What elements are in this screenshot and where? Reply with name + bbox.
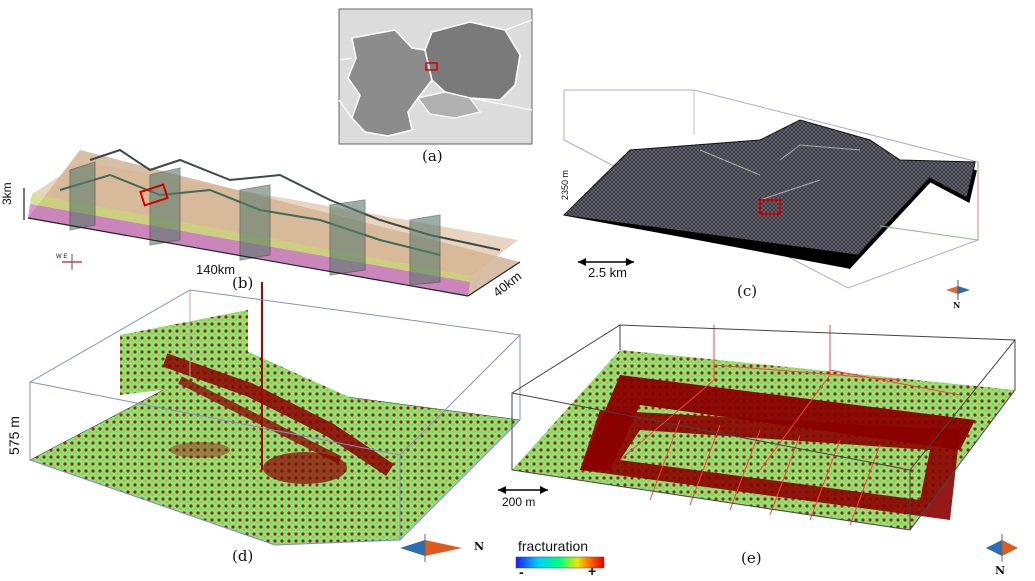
compass-c-icon: [946, 280, 970, 300]
study-area-marker-c: [759, 199, 781, 215]
caption-d: (d): [232, 547, 254, 565]
caption-b: (b): [232, 274, 254, 292]
location-map: [338, 8, 533, 145]
scale-label-e: 200 m: [502, 495, 536, 509]
legend-title: fracturation: [518, 538, 589, 554]
germany-shape: [347, 29, 433, 137]
caption-e: (e): [741, 549, 762, 567]
compass-e-icon: [986, 534, 1018, 562]
caption-c: (c): [737, 282, 758, 300]
study-area-marker-b: [139, 183, 169, 207]
fracturation-block-d: [29, 282, 522, 562]
fracturation-block-e: [498, 324, 1018, 562]
compass-label-b: W E: [56, 254, 68, 260]
north-label-c: N: [953, 300, 961, 310]
compass-d-icon: [400, 534, 462, 562]
compass-b-icon: [62, 254, 82, 270]
length-label-b: 140km: [196, 262, 236, 277]
mesh-model: [562, 89, 979, 300]
height-label-d: 575 m: [6, 416, 22, 455]
height-label-c: 2350 m: [560, 169, 570, 200]
legend-max: +: [588, 563, 597, 579]
scale-arrow-c-icon: [578, 258, 634, 266]
regional-model: [23, 148, 521, 297]
legend-min: -: [519, 564, 524, 580]
north-label-d: N: [474, 540, 485, 553]
north-label-e: N: [995, 564, 1006, 577]
scale-arrow-e-icon: [498, 486, 548, 494]
height-label-b: 3km: [0, 182, 14, 205]
study-area-marker: [425, 62, 438, 71]
legend-colorbar: [515, 556, 605, 569]
scale-label-c: 2.5 km: [588, 265, 628, 280]
caption-a: (a): [422, 147, 443, 165]
